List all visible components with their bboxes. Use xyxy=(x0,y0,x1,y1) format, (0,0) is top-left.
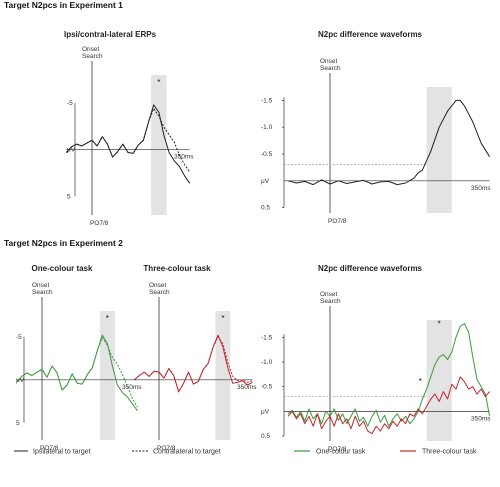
chart-title: Ipsi/contral-lateral ERPs xyxy=(64,30,157,39)
x-axis-end-label: 350ms xyxy=(122,384,142,391)
time-window-shade xyxy=(151,75,167,215)
chart-title: One-colour task xyxy=(32,264,93,273)
section-title-exp1: Target N2pcs in Experiment 1 xyxy=(4,0,123,10)
x-axis-end-label: 350ms xyxy=(471,415,491,422)
electrode-label: PO7/8 xyxy=(328,218,347,225)
y-tick-label: -1.0 xyxy=(261,359,273,366)
significance-marker: * xyxy=(221,314,224,323)
onset-label: Onset xyxy=(32,282,50,289)
chart-title: N2pc difference waveforms xyxy=(318,30,423,39)
legend: Ipsilateral to target Contralateral to t… xyxy=(14,449,477,456)
y-tick-label: -5 xyxy=(16,334,22,341)
significance-marker: * xyxy=(157,78,160,87)
section-title-exp2: Target N2pcs in Experiment 2 xyxy=(4,238,123,248)
legend-label-ipsilateral: Ipsilateral to target xyxy=(33,449,91,456)
series-line-contra xyxy=(65,108,191,173)
series-line-contra xyxy=(134,336,253,393)
x-axis-end-label: 350ms xyxy=(237,384,257,391)
significance-marker: * xyxy=(438,319,441,328)
electrode-label: PO7/8 xyxy=(40,445,59,452)
search-label: Search xyxy=(320,65,341,72)
x-axis-end-label: 350ms xyxy=(471,185,491,192)
y-tick-label: -5 xyxy=(67,100,73,107)
electrode-label: PO7/8 xyxy=(157,445,176,452)
legend-label-contralateral: Contralateral to target xyxy=(153,449,221,456)
onset-label: Onset xyxy=(320,291,338,298)
search-label: Search xyxy=(32,289,53,296)
y-tick-label: -1.0 xyxy=(261,124,273,131)
significance-marker: * xyxy=(419,377,422,386)
y-tick-label: μV xyxy=(261,408,270,415)
y-axis-unit: μV xyxy=(67,147,76,154)
legend-label-three-colour: Three-colour task xyxy=(422,449,477,456)
chart-title: Three-colour task xyxy=(143,264,211,273)
search-label: Search xyxy=(82,53,103,60)
y-axis-unit: μV xyxy=(16,377,25,384)
electrode-label: PO7/8 xyxy=(328,446,347,453)
y-tick-label: 5 xyxy=(67,193,71,200)
series-line-one-colour xyxy=(287,323,491,427)
y-tick-label: -1.5 xyxy=(261,97,273,104)
y-tick-label: -0.5 xyxy=(261,151,273,158)
time-window-shade xyxy=(426,87,452,213)
electrode-label: PO7/8 xyxy=(90,220,109,227)
significance-marker: * xyxy=(106,314,109,323)
x-axis-end-label: 350ms xyxy=(174,154,194,161)
onset-label: Onset xyxy=(82,46,100,53)
time-window-shade xyxy=(99,311,115,440)
onset-label: Onset xyxy=(320,58,338,65)
y-tick-label: 5 xyxy=(16,420,20,427)
chart-title: N2pc difference waveforms xyxy=(318,264,423,273)
y-tick-label: -0.5 xyxy=(261,384,273,391)
search-label: Search xyxy=(320,298,341,305)
time-window-shade xyxy=(426,320,452,441)
onset-label: Onset xyxy=(149,282,167,289)
legend-label-one-colour: One-colour task xyxy=(316,449,366,456)
y-tick-label: -1.5 xyxy=(261,334,273,341)
time-window-shade xyxy=(215,311,231,440)
y-tick-label: 0.5 xyxy=(261,433,270,440)
y-tick-label: 0.5 xyxy=(261,205,270,212)
series-line-difference xyxy=(287,99,491,186)
series-line-contra xyxy=(16,337,138,408)
plots: Ipsi/contral-lateral ERPsOnsetSearchPO7/… xyxy=(16,30,491,453)
series-line-three-colour xyxy=(287,376,490,435)
search-label: Search xyxy=(149,289,170,296)
y-tick-label: μV xyxy=(261,178,270,185)
